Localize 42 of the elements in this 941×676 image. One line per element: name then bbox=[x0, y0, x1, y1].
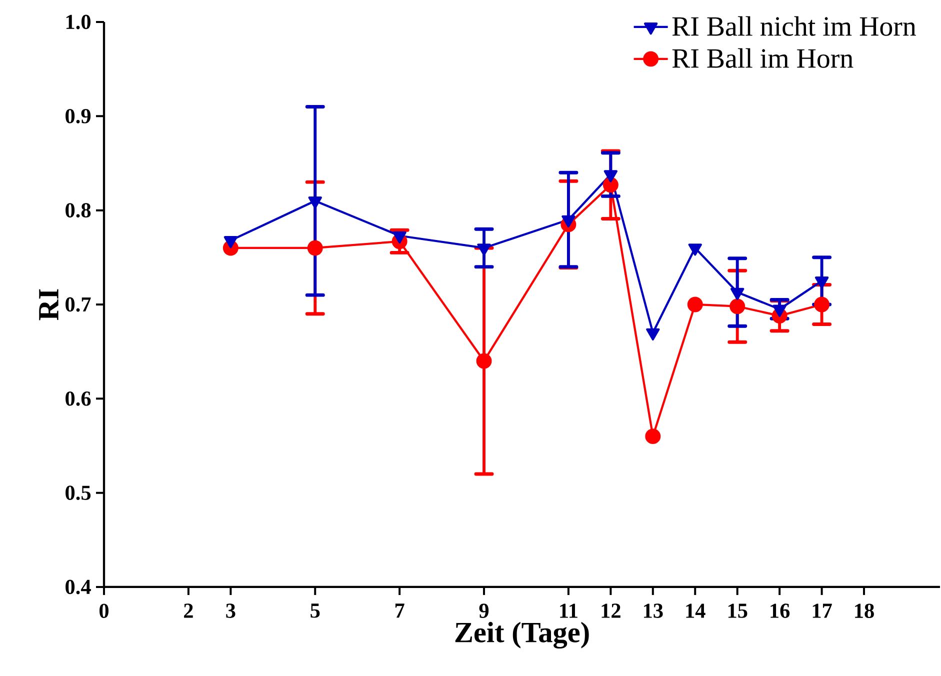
point bbox=[224, 236, 238, 248]
x-tick-label: 13 bbox=[644, 604, 663, 618]
legend-label: RI Ball nicht im Horn bbox=[672, 16, 916, 36]
point bbox=[308, 196, 322, 209]
point bbox=[688, 244, 702, 256]
y-tick-label: 0.5 bbox=[66, 486, 91, 500]
y-tick-label: 1.0 bbox=[66, 14, 90, 30]
x-tick-label: 0 bbox=[100, 604, 109, 618]
point bbox=[730, 298, 746, 314]
point bbox=[604, 170, 618, 182]
point bbox=[814, 296, 830, 312]
point bbox=[476, 353, 492, 369]
legend-label: RI Ball im Horn bbox=[672, 48, 854, 68]
point bbox=[646, 328, 660, 340]
y-tick-label: 0.6 bbox=[66, 391, 91, 406]
point bbox=[645, 428, 661, 444]
y-tick-label: 0.4 bbox=[66, 580, 91, 594]
point bbox=[307, 240, 323, 256]
point bbox=[814, 276, 829, 289]
x-tick-label: 17 bbox=[812, 604, 832, 618]
y-tick-label: 0.7 bbox=[66, 297, 91, 312]
point bbox=[772, 304, 786, 317]
point bbox=[562, 215, 576, 228]
y-tick-label: 0.9 bbox=[66, 108, 91, 124]
x-tick-label: 16 bbox=[770, 604, 790, 618]
x-tick-label: 2 bbox=[184, 604, 193, 618]
x-tick-label: 5 bbox=[310, 604, 320, 618]
point bbox=[392, 231, 406, 244]
x-tick-label: 18 bbox=[855, 604, 874, 618]
y-tick-label: 0.8 bbox=[66, 203, 91, 218]
x-tick-label: 12 bbox=[602, 604, 620, 618]
x-tick-label: 15 bbox=[728, 604, 748, 618]
x-tick-label: 14 bbox=[686, 604, 706, 618]
x-axis-title: Zeit (Tage) bbox=[455, 622, 589, 649]
point bbox=[730, 288, 744, 300]
x-tick-label: 7 bbox=[395, 604, 404, 618]
point bbox=[687, 296, 703, 312]
point bbox=[477, 244, 491, 256]
x-tick-label: 9 bbox=[479, 604, 489, 618]
x-tick-label: 3 bbox=[226, 604, 236, 618]
x-tick-label: 11 bbox=[560, 604, 578, 618]
y-axis-title: RI bbox=[39, 289, 58, 320]
